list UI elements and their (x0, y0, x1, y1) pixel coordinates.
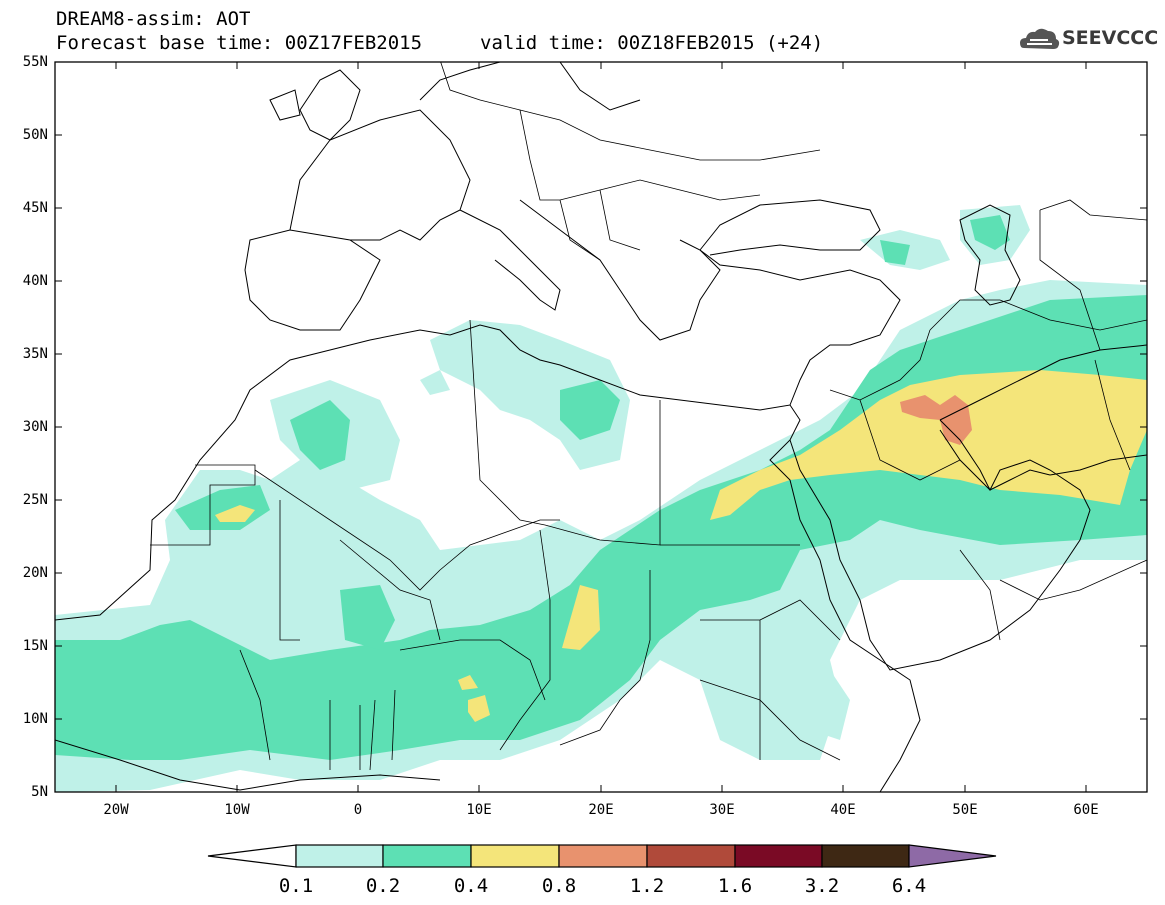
lat-label: 50N (22, 127, 48, 143)
lon-label: 40E (830, 802, 856, 818)
lon-label: 0 (353, 802, 363, 818)
aot-field (55, 205, 1147, 792)
colorbar-label: 1.2 (629, 875, 665, 897)
lat-label: 40N (22, 273, 48, 289)
axis-ticks (55, 61, 1147, 793)
lon-label: 20E (588, 802, 614, 818)
colorbar-label: 0.1 (278, 875, 314, 897)
colorbar-box-1 (295, 844, 384, 868)
lon-label: 10E (466, 802, 492, 818)
logo-text: SEEVCCC (1062, 27, 1159, 49)
lat-label: 35N (22, 346, 48, 362)
lon-label: 60E (1073, 802, 1099, 818)
colorbar-box-5 (646, 844, 736, 868)
lon-label: 30E (709, 802, 735, 818)
lat-label: 15N (22, 638, 48, 654)
colorbar (207, 844, 997, 868)
lat-label: 30N (22, 419, 48, 435)
colorbar-box-3 (470, 844, 560, 868)
forecast-base-time: Forecast base time: 00Z17FEB2015 (56, 32, 423, 54)
cloud-logo-icon (1020, 28, 1060, 49)
aot-band-0.4 (215, 370, 1147, 722)
lat-label: 20N (22, 565, 48, 581)
colorbar-label: 6.4 (891, 875, 927, 897)
lat-label: 10N (22, 711, 48, 727)
colorbar-label: 0.8 (541, 875, 577, 897)
lat-label: 55N (22, 54, 48, 70)
colorbar-box-2 (382, 844, 472, 868)
colorbar-upper-arrow (908, 844, 997, 868)
lon-label: 50E (952, 802, 978, 818)
colorbar-label: 0.4 (453, 875, 489, 897)
coastlines (55, 62, 1147, 792)
colorbar-box-7 (821, 844, 910, 868)
colorbar-label: 0.2 (365, 875, 401, 897)
valid-time: valid time: 00Z18FEB2015 (+24) (480, 32, 824, 54)
colorbar-label: 3.2 (804, 875, 840, 897)
lon-label: 20W (103, 802, 129, 818)
colorbar-lower-arrow (207, 844, 297, 868)
colorbar-label: 1.6 (717, 875, 753, 897)
colorbar-box-4 (558, 844, 648, 868)
aot-band-0.8 (900, 395, 972, 445)
chart-title: DREAM8-assim: AOT (56, 8, 251, 30)
country-borders (150, 62, 1147, 771)
colorbar-box-6 (734, 844, 823, 868)
lat-label: 5N (31, 784, 48, 800)
lon-label: 10W (224, 802, 250, 818)
lat-label: 25N (22, 492, 48, 508)
lat-label: 45N (22, 200, 48, 216)
